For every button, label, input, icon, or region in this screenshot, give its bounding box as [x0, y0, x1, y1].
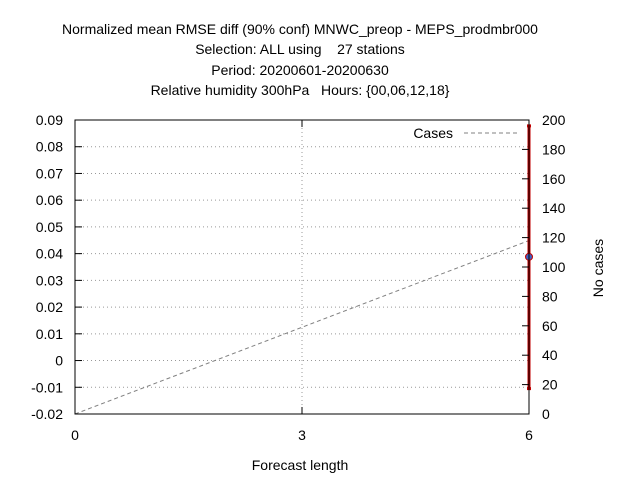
y2-tick-label: 80: [542, 288, 558, 304]
y-tick-label: 0.01: [36, 326, 63, 342]
y-tick-label: 0.07: [36, 165, 63, 181]
x-axis-label: Forecast length: [252, 457, 349, 473]
y2-tick-label: 120: [542, 230, 566, 246]
y2-tick-label: 60: [542, 318, 558, 334]
y2-axis-label: No cases: [590, 239, 606, 297]
y-tick-label: 0: [55, 353, 63, 369]
y2-tick-label: 200: [542, 112, 566, 128]
y2-tick-label: 180: [542, 141, 566, 157]
y-tick-label: 0.08: [36, 139, 63, 155]
title-line-2: Selection: ALL using 27 stations: [195, 41, 405, 57]
x-tick-label: 3: [298, 427, 306, 443]
ticks: -0.02 -0.01 0 0.01 0.02 0.03 0.04 0.05 0.06 0.07 0…: [31, 112, 565, 443]
title-line-4: Relative humidity 300hPa Hours: {00,06,1…: [151, 82, 450, 98]
y2-tick-label: 140: [542, 200, 566, 216]
legend-label-cases: Cases: [413, 125, 453, 141]
x-tick-label: 6: [525, 427, 533, 443]
x-tick-label: 0: [71, 427, 79, 443]
y2-tick-label: 100: [542, 259, 566, 275]
legend: Cases: [413, 125, 520, 141]
y2-tick-label: 20: [542, 377, 558, 393]
y-tick-label: 0.09: [36, 112, 63, 128]
y-tick-label: -0.01: [31, 379, 63, 395]
y-tick-label: 0.03: [36, 272, 63, 288]
title-line-1: Normalized mean RMSE diff (90% conf) MNW…: [62, 21, 538, 37]
y-tick-label: 0.06: [36, 192, 63, 208]
y2-tick-label: 160: [542, 171, 566, 187]
y2-tick-label: 40: [542, 347, 558, 363]
chart-title: Normalized mean RMSE diff (90% conf) MNW…: [62, 21, 538, 98]
y-tick-label: 0.02: [36, 299, 63, 315]
y2-tick-label: 0: [542, 406, 550, 422]
y-tick-label: 0.05: [36, 219, 63, 235]
y-tick-label: -0.02: [31, 406, 63, 422]
y-tick-label: 0.04: [36, 246, 63, 262]
grid: [75, 120, 529, 414]
title-line-3: Period: 20200601-20200630: [211, 62, 389, 78]
